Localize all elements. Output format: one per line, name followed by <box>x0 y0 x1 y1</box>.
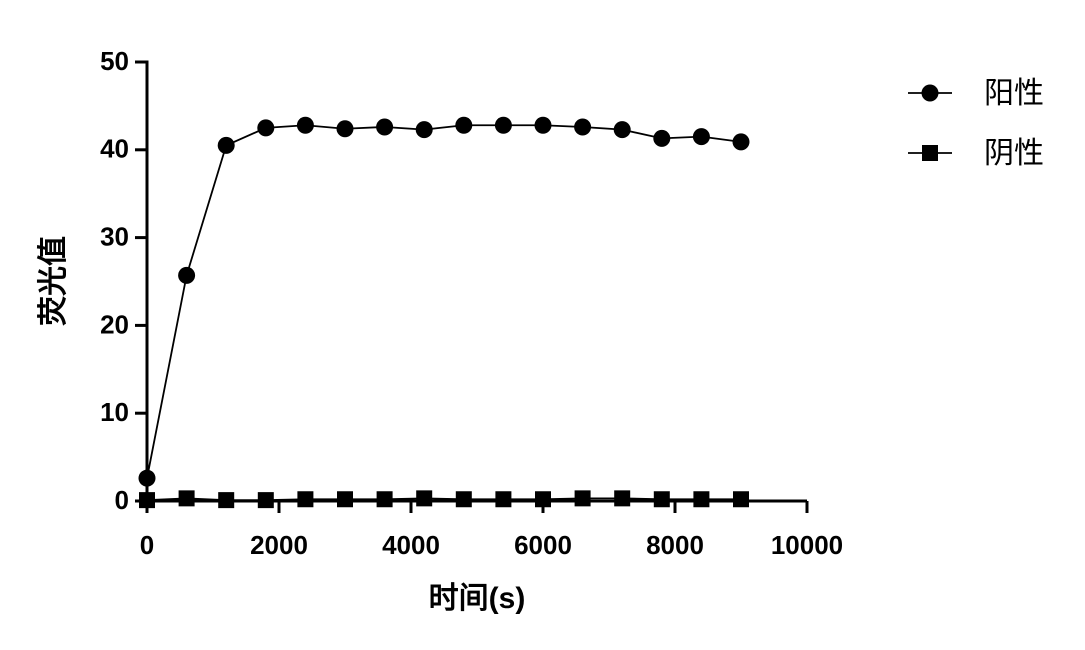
data-point <box>574 490 591 507</box>
data-point <box>337 491 353 508</box>
data-point <box>455 491 472 508</box>
x-tick-label: 2000 <box>250 530 308 560</box>
x-axis-title: 时间(s) <box>429 582 526 615</box>
data-point <box>296 116 314 134</box>
x-tick-label: 6000 <box>514 530 572 560</box>
data-point <box>178 490 195 507</box>
data-point <box>653 491 670 508</box>
data-point <box>494 116 512 134</box>
y-tick-label: 10 <box>100 397 129 427</box>
x-tick-label: 8000 <box>646 530 704 560</box>
data-point <box>732 133 750 151</box>
series-line <box>146 497 741 502</box>
data-point <box>535 491 551 508</box>
data-point <box>138 469 156 487</box>
data-point <box>257 492 274 509</box>
x-tick-label: 10000 <box>771 530 843 560</box>
series-line <box>146 124 742 479</box>
data-point <box>614 490 631 507</box>
y-tick-label: 40 <box>100 134 129 164</box>
data-point <box>733 491 749 508</box>
data-point <box>455 116 473 134</box>
legend-label: 阳性 <box>984 77 1044 110</box>
data-point <box>693 491 710 508</box>
data-point <box>297 491 314 508</box>
y-tick-label: 50 <box>100 46 129 76</box>
data-point <box>534 116 552 134</box>
data-point <box>574 118 592 136</box>
y-tick-label: 30 <box>100 221 129 251</box>
data-point <box>217 136 235 154</box>
legend-marker <box>922 145 938 161</box>
data-point <box>495 491 512 508</box>
data-point <box>178 266 196 284</box>
data-point <box>218 492 235 509</box>
data-point <box>692 128 710 146</box>
data-point <box>139 492 155 509</box>
legend-label: 阴性 <box>984 137 1044 170</box>
data-point <box>257 119 275 137</box>
legend-marker <box>921 84 939 102</box>
y-axis-title: 荧光值 <box>37 236 70 326</box>
y-tick-label: 0 <box>115 485 129 515</box>
data-point <box>653 129 671 147</box>
data-point <box>376 118 394 136</box>
data-point <box>376 491 393 508</box>
x-tick-label: 4000 <box>382 530 440 560</box>
data-point <box>415 121 433 139</box>
data-point <box>336 120 354 138</box>
data-point <box>613 121 631 139</box>
data-point <box>416 490 433 507</box>
x-tick-label: 0 <box>140 530 154 560</box>
y-tick-label: 20 <box>100 309 129 339</box>
